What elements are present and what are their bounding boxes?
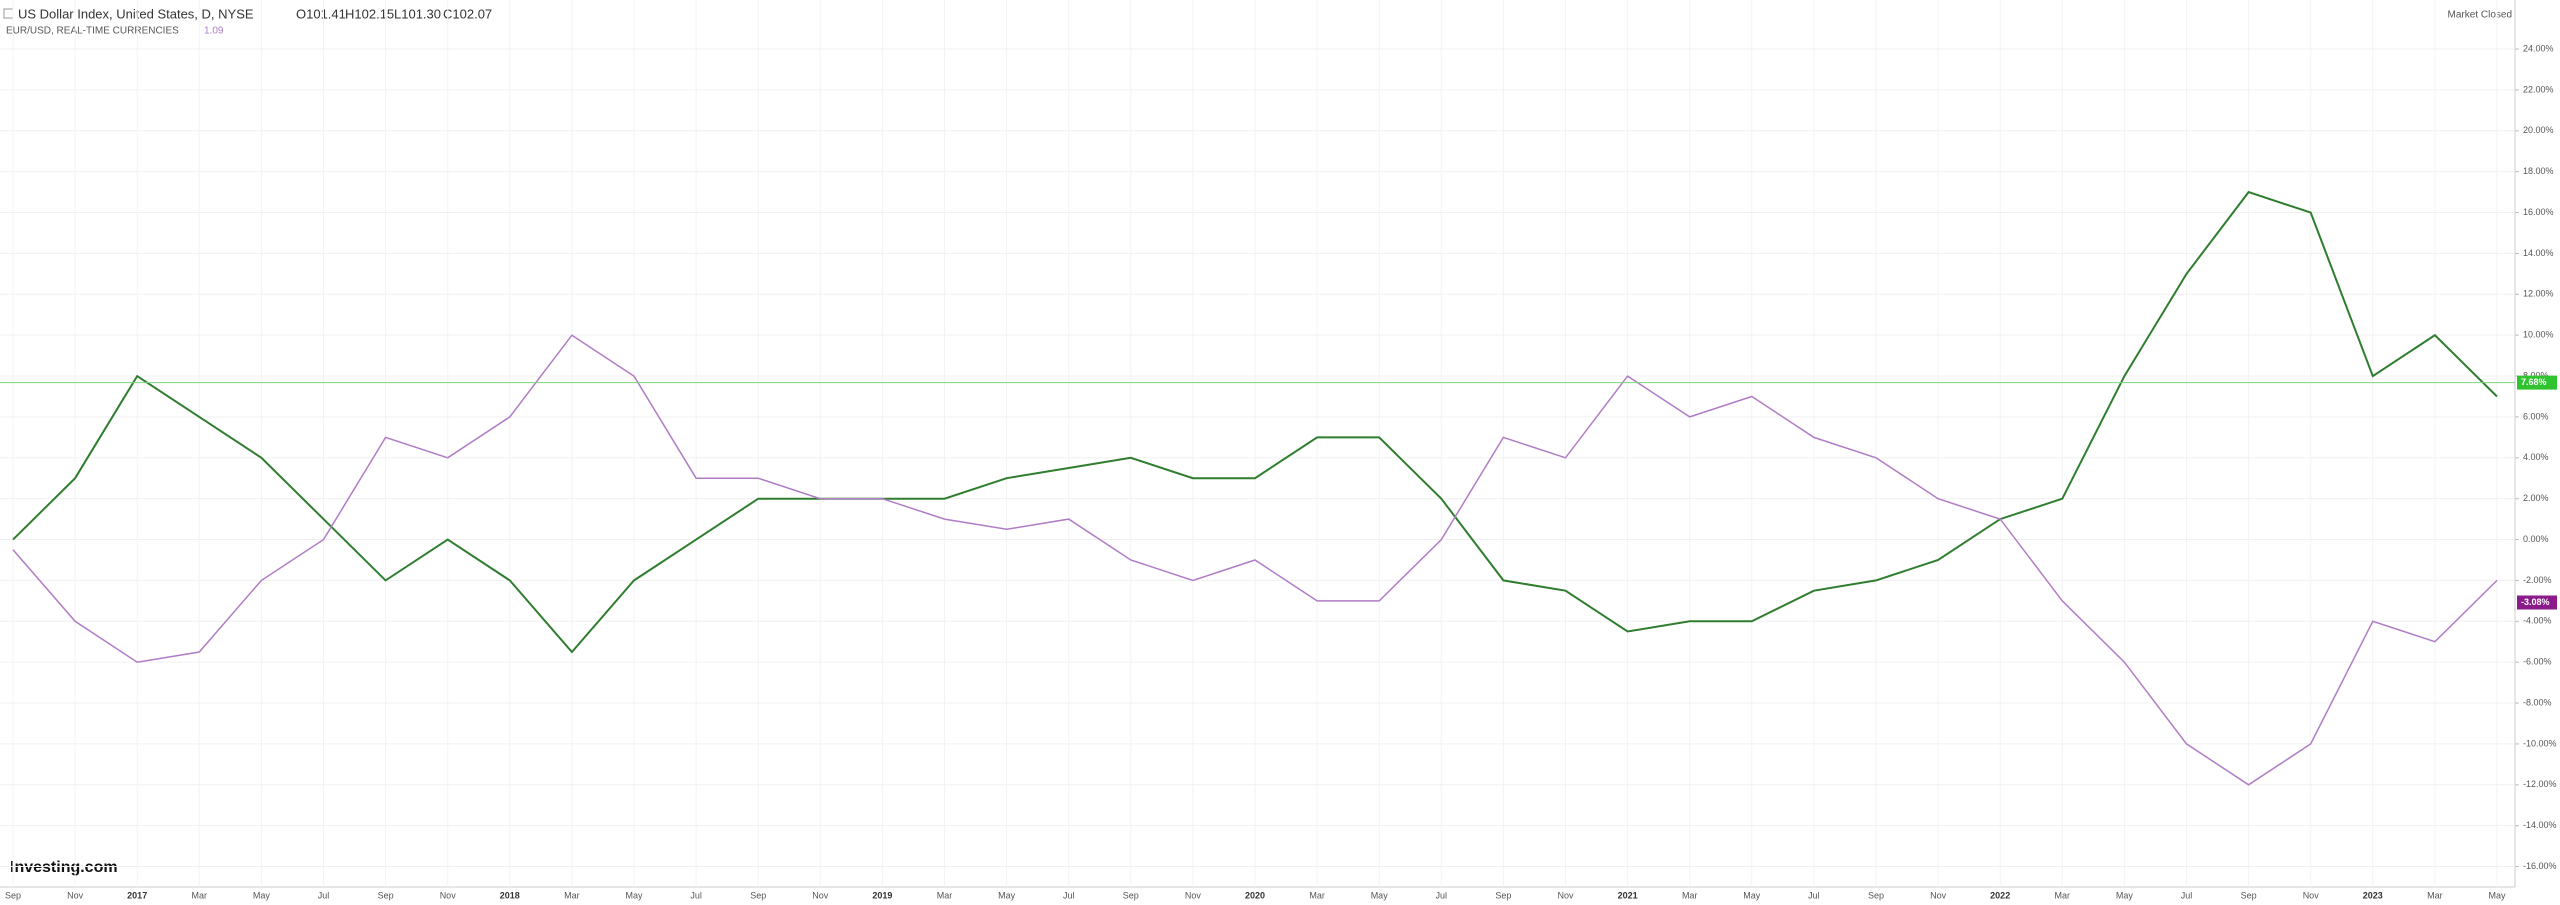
y-tick-label: -8.00% [2523,697,2552,707]
x-tick-label: Sep [1868,890,1884,900]
y-tick-label: -4.00% [2523,616,2552,626]
x-tick-label: May [998,890,1016,900]
y-tick-label: -16.00% [2523,861,2557,871]
x-tick-label: May [1743,890,1761,900]
grid [0,0,2515,887]
quote-low: L101.30 [394,6,441,21]
x-tick-label: Nov [67,890,84,900]
x-tick-label: Sep [5,890,21,900]
x-tick-label: Mar [1309,890,1325,900]
y-tick-label: 12.00% [2523,289,2554,299]
x-tick-label: Nov [440,890,457,900]
x-tick-label: 2023 [2363,890,2383,900]
x-tick-label: May [625,890,643,900]
x-tick-label: Jul [318,890,330,900]
y-tick-label: 0.00% [2523,534,2549,544]
price-tag-label: -3.08% [2521,597,2550,607]
x-tick-label: Jul [2181,890,2193,900]
y-tick-label: -10.00% [2523,738,2557,748]
x-tick-label: Sep [378,890,394,900]
market-status: Market Closed [2448,10,2512,21]
y-tick-label: 20.00% [2523,125,2554,135]
x-tick-label: 2021 [1618,890,1638,900]
x-tick-label: Mar [192,890,208,900]
x-tick-label: Nov [2303,890,2320,900]
x-tick-label: 2017 [127,890,147,900]
x-tick-label: Nov [1930,890,1947,900]
x-tick-label: Mar [2055,890,2071,900]
x-tick-label: 2020 [1245,890,1265,900]
series-2-name: EUR/USD, REAL-TIME CURRENCIES [6,26,179,37]
y-tick-label: 2.00% [2523,493,2549,503]
x-tick-label: Nov [812,890,829,900]
y-tick-label: -12.00% [2523,779,2557,789]
y-tick-label: -2.00% [2523,575,2552,585]
y-tick-label: 10.00% [2523,330,2554,340]
y-tick-label: 8.00% [2523,370,2549,380]
quote-high: H102.15 [345,6,394,21]
x-tick-label: 2022 [1990,890,2010,900]
y-tick-label: 4.00% [2523,452,2549,462]
x-tick-label: Jul [690,890,702,900]
quote-open: O101.41 [296,6,346,21]
price-tag-label: 7.68% [2521,377,2547,387]
x-tick-label: Nov [1557,890,1574,900]
series-line [12,334,2498,786]
y-tick-label: 6.00% [2523,411,2549,421]
x-tick-label: Sep [2241,890,2257,900]
y-tick-label: -6.00% [2523,657,2552,667]
x-tick-label: May [253,890,271,900]
x-tick-label: Jul [1063,890,1075,900]
series-line [12,190,2498,654]
x-tick-label: Sep [1495,890,1511,900]
y-tick-label: 18.00% [2523,166,2554,176]
brand: Investing.com [10,859,118,876]
quote-close: C102.07 [443,6,492,21]
y-tick-label: 22.00% [2523,84,2554,94]
x-tick-label: Jul [1808,890,1820,900]
x-tick-label: Jul [1436,890,1448,900]
x-tick-label: Sep [750,890,766,900]
x-tick-label: Sep [1123,890,1139,900]
y-tick-label: -14.00% [2523,820,2557,830]
series-2-last: 1.09 [204,26,224,37]
y-tick-label: 14.00% [2523,248,2554,258]
x-tick-label: Mar [937,890,953,900]
x-tick-label: May [2116,890,2134,900]
x-tick-label: 2019 [872,890,892,900]
x-tick-label: Mar [1682,890,1698,900]
x-tick-label: Mar [564,890,580,900]
x-tick-label: 2018 [500,890,520,900]
y-tick-label: 24.00% [2523,43,2554,53]
price-tag [2517,595,2557,610]
x-tick-label: May [1371,890,1389,900]
y-tick-label: 16.00% [2523,207,2554,217]
x-tick-label: Mar [2427,890,2443,900]
price-tag [2517,375,2557,390]
series-1-name: US Dollar Index, United States, D, NYSE [18,6,254,21]
x-tick-label: May [2488,890,2506,900]
x-tick-label: Nov [1185,890,1202,900]
